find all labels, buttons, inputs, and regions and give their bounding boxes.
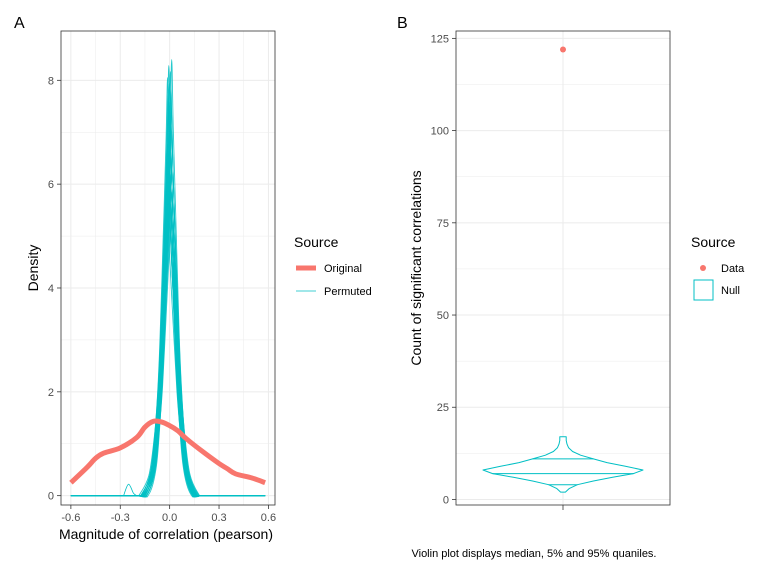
- legend-null-swatch: [693, 279, 714, 301]
- panel-a-legend-title: Source: [294, 234, 339, 250]
- panel-a-x-tick-label: 0.6: [261, 512, 276, 524]
- panel-b-legend: Source Data Null: [691, 234, 745, 301]
- null-violin: [482, 436, 644, 493]
- permuted-curve: [70, 65, 266, 498]
- panel-a-y-tick-label: 4: [48, 283, 54, 295]
- data-point: [560, 46, 566, 53]
- permuted-series: [70, 59, 266, 498]
- permuted-curve: [123, 483, 137, 497]
- permuted-curve: [70, 59, 266, 498]
- null-violin-outline: [482, 436, 644, 493]
- panel-a-x-axis: -0.6 -0.3 0.0 0.3 0.6: [61, 505, 276, 524]
- panel-a-y-axis: 0 2 4 6 8: [48, 75, 61, 503]
- panel-b: B 0 25 50 75 100 125 Count of significant cor…: [397, 15, 745, 510]
- permuted-curve: [70, 77, 266, 498]
- panel-b-grid: [456, 31, 670, 505]
- panel-a-label: A: [14, 15, 25, 32]
- panel-b-y-tick-label: 50: [437, 310, 449, 322]
- panel-a-y-tick-label: 6: [48, 179, 54, 191]
- panel-a-x-tick-label: 0.0: [162, 512, 177, 524]
- legend-null-label: Null: [721, 285, 740, 297]
- panel-a-x-axis-title: Magnitude of correlation (pearson): [59, 526, 273, 542]
- caption: Violin plot displays median, 5% and 95% …: [411, 548, 656, 560]
- panel-b-label: B: [397, 15, 408, 32]
- panel-b-y-axis: 0 25 50 75 100 125: [431, 33, 456, 506]
- panel-a-y-tick-label: 8: [48, 75, 54, 87]
- legend-original-label: Original: [324, 263, 362, 275]
- panel-a-border: [60, 30, 276, 506]
- panel-a-x-tick-label: 0.3: [211, 512, 226, 524]
- panel-b-y-tick-label: 100: [431, 126, 449, 138]
- panel-a-x-tick-label: -0.3: [111, 512, 130, 524]
- legend-data-swatch: [700, 265, 706, 271]
- panel-b-y-tick-label: 0: [443, 494, 449, 506]
- panel-b-y-tick-label: 25: [437, 402, 449, 414]
- panel-b-legend-title: Source: [691, 234, 736, 250]
- permuted-curve: [70, 71, 266, 498]
- legend-data-label: Data: [721, 263, 745, 275]
- panel-b-y-axis-title: Count of significant correlations: [408, 170, 424, 365]
- panel-a-y-axis-title: Density: [25, 245, 41, 292]
- panel-a-y-tick-label: 0: [48, 491, 54, 503]
- panel-b-y-tick-label: 125: [431, 33, 449, 45]
- data-point-series: [560, 46, 566, 53]
- panel-a: A -0.6 -0.3 0.0 0.3 0.6 0 2 4 6 8 Magnitude of c…: [14, 15, 372, 542]
- panel-b-y-tick-label: 75: [437, 218, 449, 230]
- panel-a-y-tick-label: 2: [48, 387, 54, 399]
- original-series: [69, 418, 266, 486]
- legend-permuted-label: Permuted: [324, 286, 372, 298]
- panel-a-legend: Source Original Permuted: [294, 234, 372, 298]
- original-curve: [69, 418, 266, 486]
- panel-a-x-tick-label: -0.6: [61, 512, 80, 524]
